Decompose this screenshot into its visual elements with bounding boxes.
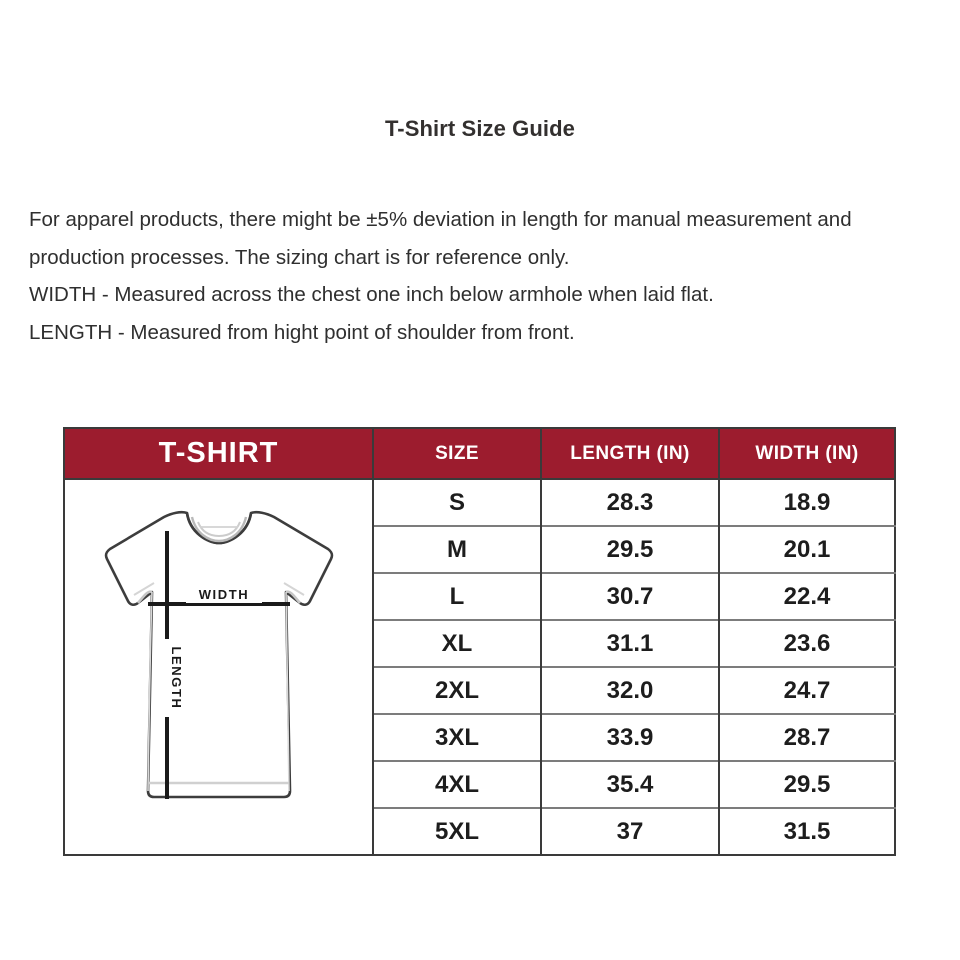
cell-length: 28.3 <box>541 479 720 526</box>
cell-width: 18.9 <box>719 479 895 526</box>
intro-paragraph: For apparel products, there might be ±5%… <box>29 208 852 269</box>
cell-size: 5XL <box>373 807 542 855</box>
column-header-tshirt: T-SHIRT <box>64 428 374 480</box>
size-chart-container: T-SHIRT SIZE LENGTH (IN) WIDTH (IN) <box>63 427 896 856</box>
cell-size: 4XL <box>373 760 542 808</box>
cell-size: M <box>373 525 542 573</box>
table-row: M 29.5 20.1 <box>64 525 895 573</box>
intro-text-block: For apparel products, there might be ±5%… <box>29 201 909 351</box>
cell-width: 20.1 <box>719 525 895 573</box>
table-row: 5XL 37 31.5 <box>64 807 895 855</box>
table-row: XL 31.1 23.6 <box>64 619 895 667</box>
table-row: WIDTH LENGTH S 28.3 18.9 <box>64 479 895 855</box>
cell-length: 30.7 <box>541 572 720 620</box>
column-header-size: SIZE <box>373 428 542 480</box>
cell-length: 33.9 <box>541 713 720 761</box>
cell-length: 31.1 <box>541 619 720 667</box>
page-title: T-Shirt Size Guide <box>384 116 576 141</box>
cell-length: 35.4 <box>541 760 720 808</box>
table-row: L 30.7 22.4 <box>64 572 895 620</box>
width-definition: WIDTH - Measured across the chest one in… <box>29 283 714 306</box>
cell-size: 2XL <box>373 666 542 714</box>
table-row: 2XL 32.0 24.7 <box>64 666 895 714</box>
cell-size: 3XL <box>373 713 542 761</box>
table-row: 4XL 35.4 29.5 <box>64 760 895 808</box>
column-header-width: WIDTH (IN) <box>719 428 895 480</box>
cell-width: 29.5 <box>719 760 895 808</box>
table-header-row: T-SHIRT SIZE LENGTH (IN) WIDTH (IN) <box>64 428 895 480</box>
cell-length: 32.0 <box>541 666 720 714</box>
cell-width: 22.4 <box>719 572 895 620</box>
cell-length: 37 <box>541 807 720 855</box>
cell-width: 24.7 <box>719 666 895 714</box>
cell-width: 23.6 <box>719 619 895 667</box>
cell-length: 29.5 <box>541 525 720 573</box>
cell-size: L <box>373 572 542 620</box>
length-definition: LENGTH - Measured from hight point of sh… <box>29 320 575 344</box>
cell-size: XL <box>373 619 542 667</box>
table-row: 3XL 33.9 28.7 <box>64 713 895 761</box>
cell-width: 31.5 <box>719 807 895 855</box>
cell-width: 28.7 <box>719 713 895 761</box>
tshirt-illustration: WIDTH LENGTH <box>104 510 333 799</box>
diagram-width-label: WIDTH <box>198 587 249 602</box>
cell-size: S <box>373 479 542 526</box>
size-chart-table: T-SHIRT SIZE LENGTH (IN) WIDTH (IN) <box>63 427 896 856</box>
diagram-length-label: LENGTH <box>169 646 184 709</box>
tshirt-diagram-cell: WIDTH LENGTH <box>64 479 374 855</box>
column-header-length: LENGTH (IN) <box>541 428 720 480</box>
